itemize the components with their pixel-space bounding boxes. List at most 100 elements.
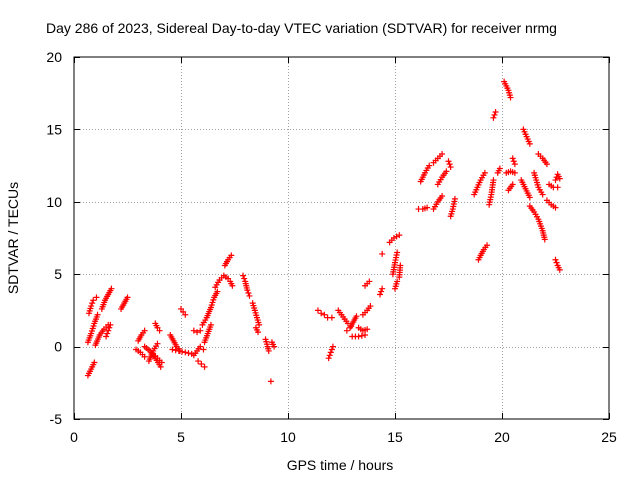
- data-point: [265, 347, 272, 354]
- data-point: [491, 111, 498, 118]
- data-point: [156, 327, 163, 334]
- data-point: [169, 346, 176, 353]
- data-point: [481, 169, 488, 176]
- data-point: [553, 259, 560, 266]
- data-point: [379, 285, 386, 292]
- data-point: [318, 310, 325, 317]
- y-tick-label: 0: [54, 339, 62, 355]
- y-tick-label: -5: [50, 411, 63, 427]
- data-point: [190, 327, 197, 334]
- data-point: [228, 252, 235, 259]
- axis-ticks: 0 5 10 15 20 25 -5 0 5 10 15 20: [46, 49, 617, 445]
- data-point: [141, 353, 148, 360]
- data-point: [379, 250, 386, 257]
- x-tick-label: 25: [601, 429, 617, 445]
- data-point: [507, 94, 514, 101]
- data-point: [556, 175, 563, 182]
- data-point: [439, 193, 446, 200]
- data-point: [377, 291, 384, 298]
- y-tick-label: 5: [54, 266, 62, 282]
- data-point: [90, 297, 97, 304]
- data-point: [198, 360, 205, 367]
- data-point: [343, 327, 350, 334]
- data-point: [158, 359, 165, 366]
- data-point: [229, 282, 236, 289]
- y-axis-label: SDTVAR / TECUs: [5, 182, 21, 294]
- data-point: [492, 109, 499, 116]
- data-points: [84, 78, 563, 385]
- data-point: [197, 343, 204, 350]
- data-point: [89, 300, 96, 307]
- x-tick-label: 10: [280, 429, 296, 445]
- data-point: [362, 332, 369, 339]
- data-point: [246, 292, 253, 299]
- data-point: [396, 232, 403, 239]
- data-point: [108, 285, 115, 292]
- data-point: [556, 266, 563, 273]
- data-point: [103, 333, 110, 340]
- data-point: [141, 327, 148, 334]
- data-point: [88, 303, 95, 310]
- data-point: [154, 340, 161, 347]
- data-point: [426, 162, 433, 169]
- plot-frame: [73, 56, 610, 420]
- data-point: [105, 327, 112, 334]
- data-point: [195, 358, 202, 365]
- data-point: [256, 321, 263, 328]
- data-point: [447, 164, 454, 171]
- data-point: [207, 321, 214, 328]
- data-point: [201, 363, 208, 370]
- data-point: [541, 236, 548, 243]
- x-tick-label: 0: [70, 429, 78, 445]
- data-point: [554, 184, 561, 191]
- data-point: [509, 155, 516, 162]
- data-point: [326, 352, 333, 359]
- data-point: [443, 168, 450, 175]
- data-point: [353, 313, 360, 320]
- chart-title: Day 286 of 2023, Sidereal Day-to-day VTE…: [46, 20, 557, 36]
- data-point: [240, 272, 247, 279]
- data-point: [157, 363, 164, 370]
- data-point: [552, 204, 559, 211]
- data-point: [451, 195, 458, 202]
- data-point: [484, 242, 491, 249]
- data-point: [200, 346, 207, 353]
- data-point: [490, 114, 497, 121]
- data-point: [367, 303, 374, 310]
- data-point: [439, 151, 446, 158]
- y-tick-label: 20: [46, 49, 62, 65]
- data-point: [93, 294, 100, 301]
- data-point: [241, 275, 248, 282]
- data-point: [397, 262, 404, 269]
- data-point: [496, 165, 503, 172]
- data-point: [543, 161, 550, 168]
- y-tick-label: 10: [46, 194, 62, 210]
- data-point: [104, 330, 111, 337]
- data-point: [194, 329, 201, 336]
- data-point: [182, 311, 189, 318]
- data-point: [378, 288, 385, 295]
- data-point: [526, 140, 533, 147]
- data-point: [325, 355, 332, 362]
- data-point: [366, 278, 373, 285]
- data-point: [394, 278, 401, 285]
- x-axis-label: GPS time / hours: [287, 457, 394, 473]
- data-point: [244, 287, 251, 294]
- x-tick-label: 5: [177, 429, 185, 445]
- grid-lines: [74, 57, 609, 419]
- data-point: [510, 158, 517, 165]
- data-point: [445, 158, 452, 165]
- data-point: [552, 256, 559, 263]
- data-point: [329, 343, 336, 350]
- data-point: [539, 191, 546, 198]
- data-point: [321, 311, 328, 318]
- data-point: [446, 161, 453, 168]
- data-point: [509, 181, 516, 188]
- data-point: [124, 294, 131, 301]
- data-point: [394, 249, 401, 256]
- data-point: [182, 349, 189, 356]
- data-point: [424, 204, 431, 211]
- data-point: [327, 349, 334, 356]
- data-point: [245, 290, 252, 297]
- data-point: [106, 324, 113, 331]
